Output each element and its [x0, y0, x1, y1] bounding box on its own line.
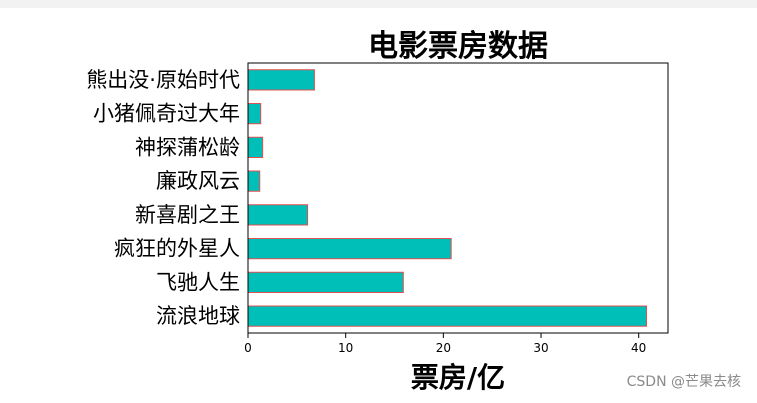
x-tick-label: 30: [533, 341, 548, 355]
bar: [247, 103, 262, 125]
y-tick-label: 飞驰人生: [156, 270, 240, 294]
top-strip: [0, 0, 757, 8]
bar: [247, 305, 648, 327]
x-tick-label: 0: [244, 341, 252, 355]
plot-frame: [247, 62, 669, 334]
bar-group: [247, 69, 648, 327]
y-tick-label: 廉政风云: [156, 169, 240, 193]
y-tick-label: 流浪地球: [156, 304, 240, 328]
y-tick-labels: 熊出没·原始时代小猪佩奇过大年神探蒲松龄廉政风云新喜剧之王疯狂的外星人飞驰人生流…: [86, 68, 240, 328]
bar: [247, 271, 404, 293]
bar: [247, 69, 315, 91]
bar: [247, 204, 309, 226]
x-tick-label: 40: [631, 341, 646, 355]
bar: [247, 136, 264, 158]
watermark: CSDN @芒果去核: [626, 374, 741, 390]
x-axis-label: 票房/亿: [411, 361, 505, 394]
y-tick-label: 新喜剧之王: [135, 203, 240, 227]
bar: [247, 238, 452, 260]
bar: [247, 170, 261, 192]
x-tick-label: 20: [436, 341, 451, 355]
y-tick-label: 熊出没·原始时代: [86, 68, 240, 92]
x-tick-label: 10: [338, 341, 353, 355]
chart-title: 电影票房数据: [368, 29, 548, 64]
y-tick-label: 小猪佩奇过大年: [93, 102, 240, 126]
x-ticks: 0 10 20 30 40: [244, 333, 646, 355]
y-tick-label: 疯狂的外星人: [114, 237, 240, 261]
y-tick-label: 神探蒲松龄: [135, 135, 240, 159]
